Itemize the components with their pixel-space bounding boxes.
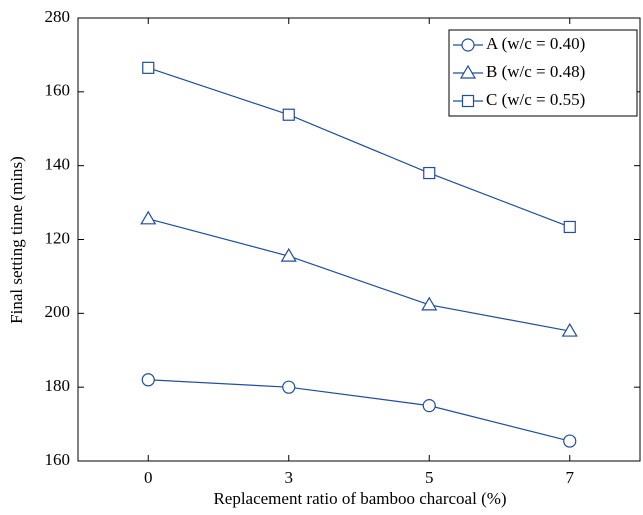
y-tick-label: 160: [45, 450, 71, 469]
marker: [142, 61, 155, 74]
series-line: [148, 218, 570, 332]
y-tick-label: 160: [45, 81, 71, 100]
legend-label: B (w/c = 0.48): [486, 62, 585, 81]
marker: [563, 434, 577, 448]
marker: [141, 373, 155, 387]
x-axis-label: Replacement ratio of bamboo charcoal (%): [213, 489, 506, 508]
y-tick-label: 120: [45, 228, 71, 247]
marker: [423, 166, 436, 180]
y-axis-label: Final setting time (mins): [7, 156, 26, 324]
legend-marker: [461, 38, 475, 52]
y-tick-label: 280: [45, 7, 71, 26]
x-tick-label: 5: [425, 468, 434, 487]
marker: [563, 220, 576, 234]
marker: [282, 108, 295, 121]
legend-label: A (w/c = 0.40): [486, 34, 585, 53]
marker: [282, 380, 296, 394]
x-tick-label: 3: [285, 468, 294, 487]
x-tick-label: 7: [566, 468, 575, 487]
marker: [421, 296, 438, 311]
marker: [422, 399, 436, 413]
marker: [280, 247, 297, 262]
marker: [561, 322, 578, 337]
y-tick-label: 140: [45, 155, 71, 174]
marker: [140, 210, 157, 225]
x-tick-label: 0: [144, 468, 153, 487]
y-tick-label: 200: [45, 302, 71, 321]
legend-marker: [461, 94, 475, 108]
legend-label: C (w/c = 0.55): [486, 90, 585, 109]
series-line: [148, 379, 570, 442]
series-line: [148, 67, 570, 228]
y-tick-label: 180: [45, 376, 71, 395]
legend-marker: [459, 64, 477, 79]
